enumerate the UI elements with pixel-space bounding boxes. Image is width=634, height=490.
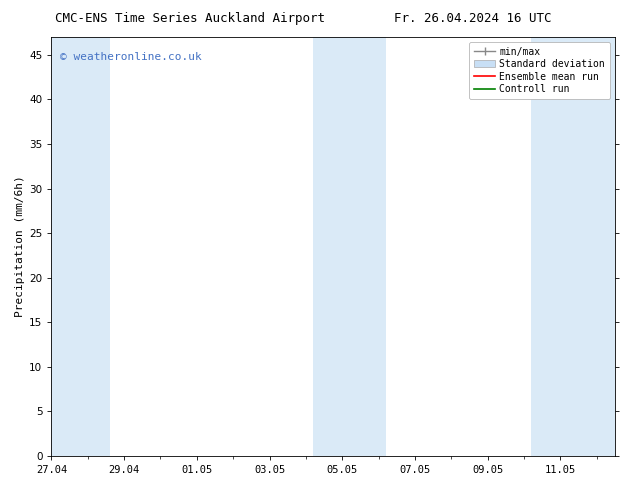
Text: Fr. 26.04.2024 16 UTC: Fr. 26.04.2024 16 UTC	[394, 12, 551, 25]
Text: CMC-ENS Time Series Auckland Airport: CMC-ENS Time Series Auckland Airport	[55, 12, 325, 25]
Y-axis label: Precipitation (mm/6h): Precipitation (mm/6h)	[15, 175, 25, 318]
Bar	[313, 37, 386, 456]
Text: © weatheronline.co.uk: © weatheronline.co.uk	[60, 52, 202, 62]
Bar	[51, 37, 110, 456]
Legend: min/max, Standard deviation, Ensemble mean run, Controll run: min/max, Standard deviation, Ensemble me…	[469, 42, 610, 99]
Bar	[531, 37, 615, 456]
